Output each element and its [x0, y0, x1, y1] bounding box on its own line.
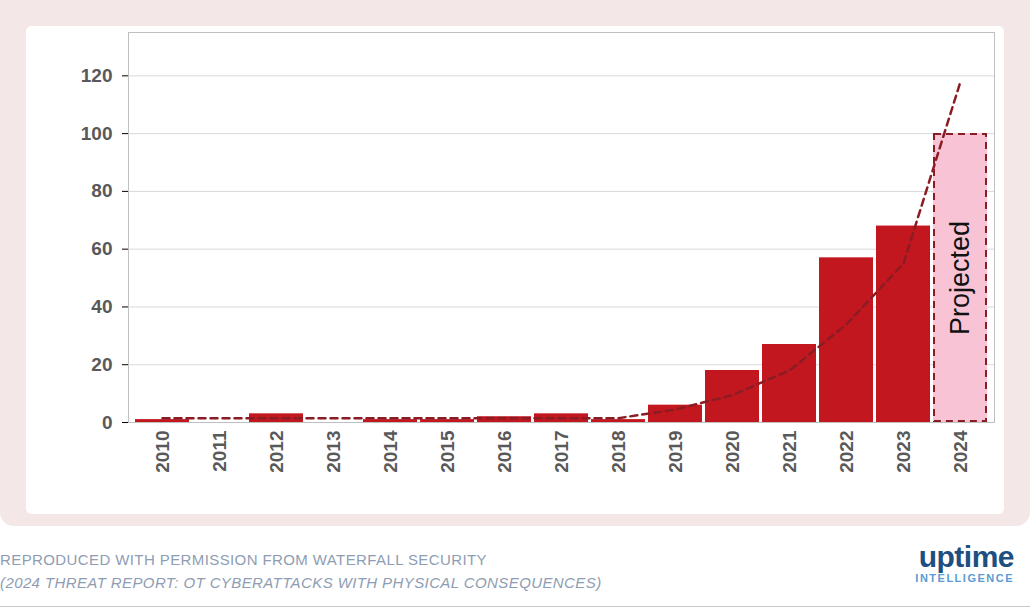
- svg-text:2015: 2015: [437, 430, 458, 473]
- svg-text:2019: 2019: [665, 431, 686, 473]
- svg-text:80: 80: [91, 180, 112, 201]
- svg-text:2017: 2017: [551, 431, 572, 473]
- svg-text:2014: 2014: [380, 430, 401, 473]
- html-text:REPRODUCED WITH PERMISSION FRO: REPRODUCED WITH PERMISSION FROM WATERFAL…: [0, 551, 487, 568]
- svg-text:20: 20: [91, 354, 112, 375]
- svg-text:60: 60: [91, 238, 112, 259]
- svg-text:0: 0: [102, 412, 113, 433]
- svg-text:40: 40: [91, 296, 112, 317]
- svg-text:2012: 2012: [266, 431, 287, 473]
- html-text:uptime: uptime: [918, 540, 1014, 573]
- html-text:(2024 THREAT REPORT: OT CYBERA: (2024 THREAT REPORT: OT CYBERATTACKS WIT…: [0, 574, 602, 591]
- html-text:INTELLIGENCE: INTELLIGENCE: [915, 572, 1014, 584]
- svg-text:2024: 2024: [950, 430, 971, 473]
- svg-text:2021: 2021: [779, 430, 800, 473]
- svg-text:2016: 2016: [494, 431, 515, 473]
- svg-text:2023: 2023: [893, 431, 914, 473]
- svg-text:2010: 2010: [152, 431, 173, 473]
- svg-text:120: 120: [81, 65, 113, 86]
- svg-text:2022: 2022: [836, 431, 857, 473]
- svg-text:2018: 2018: [608, 431, 629, 473]
- svg-text:Projected: Projected: [945, 221, 975, 335]
- svg-text:2013: 2013: [323, 431, 344, 473]
- svg-text:2020: 2020: [722, 431, 743, 473]
- svg-text:2011: 2011: [209, 430, 230, 472]
- svg-text:100: 100: [81, 123, 113, 144]
